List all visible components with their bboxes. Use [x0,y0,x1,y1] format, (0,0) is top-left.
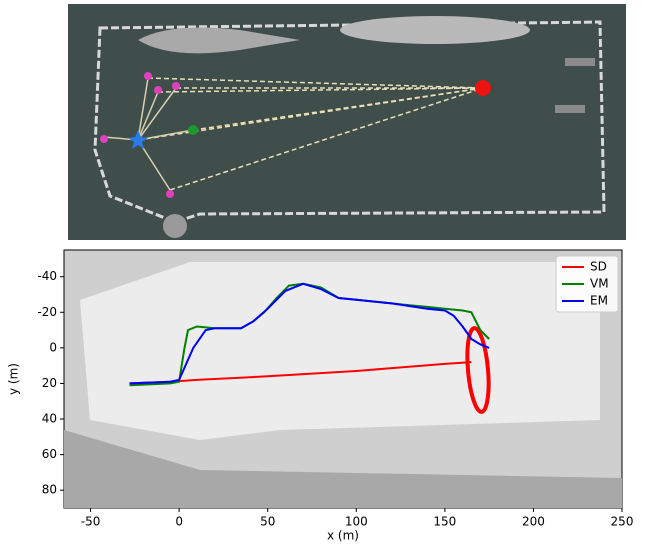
x-tick-label: 150 [433,515,456,529]
scene-image [68,4,626,240]
figure: x (m) y (m) -50 0 50 100 150 200 250 -40 -20 0 20 4… [0,0,646,546]
y-tick-label: 0 [49,340,57,354]
y-tick-label: -20 [37,305,57,319]
x-tick-label: 200 [522,515,545,529]
y-tick-label: 20 [42,376,57,390]
y-tick-label: -40 [37,269,57,283]
x-tick-label: 250 [611,515,634,529]
free-space [80,262,600,440]
x-tick-label: 50 [260,515,275,529]
y-tick-label: 80 [42,483,57,497]
page: {"chart_data": {"type": "line", "xlabel"… [0,0,646,550]
y-axis-label: y (m) [7,363,21,395]
y-tick-label: 40 [42,412,57,426]
x-tick-label: 0 [175,515,183,529]
legend-label: EM [590,294,608,308]
x-axis-label: x (m) [327,529,359,543]
legend-label: VM [590,277,609,291]
x-tick-label: 100 [345,515,368,529]
x-tick-label: -50 [81,515,101,529]
legend-label: SD [590,260,607,274]
y-tick-label: 60 [42,447,57,461]
